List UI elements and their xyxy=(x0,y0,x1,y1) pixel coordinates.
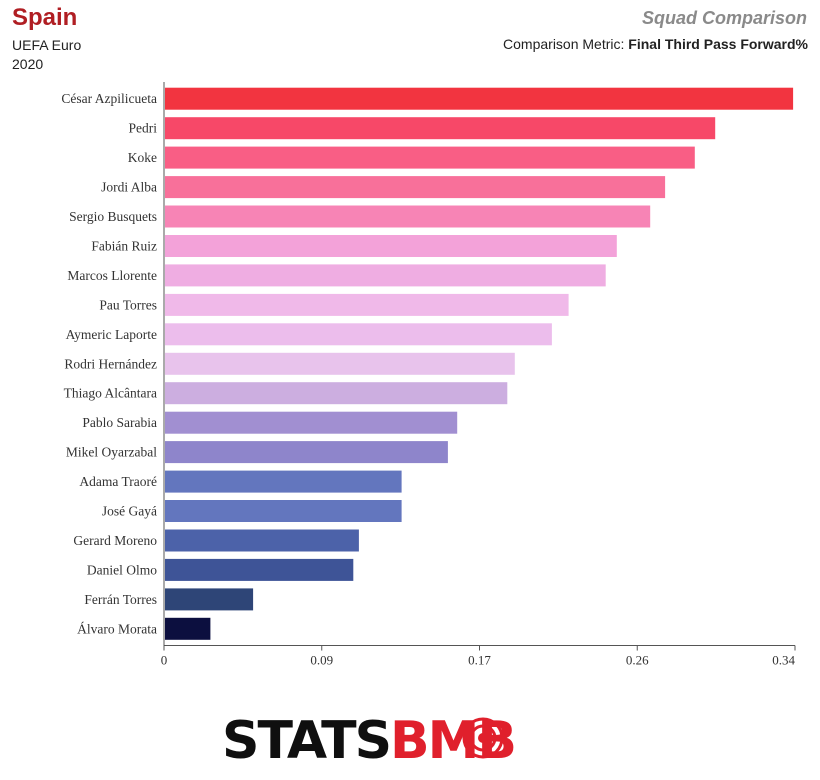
bar-12 xyxy=(165,441,448,464)
row-label-6: Marcos Llorente xyxy=(67,268,157,283)
row-label-5: Fabián Ruiz xyxy=(91,239,157,254)
bar-3 xyxy=(165,176,666,199)
metric-label: Comparison Metric: xyxy=(503,36,625,52)
competition-label: UEFA Euro xyxy=(12,37,82,53)
bar-10 xyxy=(165,382,508,405)
row-label-2: Koke xyxy=(128,150,157,165)
row-labels-group: César Azpilicueta Pedri Koke Jordi Alba Serg… xyxy=(61,91,157,636)
x-axis: 0 0.09 0.17 0.26 0.34 xyxy=(161,82,796,668)
bar-14 xyxy=(165,500,402,522)
row-label-7: Pau Torres xyxy=(99,297,157,312)
team-title: Spain xyxy=(12,4,78,31)
metric-value: Final Third Pass Forward% xyxy=(628,36,808,52)
bar-chart: César Azpilicueta Pedri Koke Jordi Alba Serg… xyxy=(61,82,796,668)
bar-13 xyxy=(165,470,402,493)
bar-7 xyxy=(165,293,569,316)
x-tick-label-3: 0.26 xyxy=(626,653,649,668)
row-label-11: Pablo Sarabia xyxy=(82,415,157,430)
bomb-target-icon xyxy=(462,717,504,759)
row-label-3: Jordi Alba xyxy=(101,180,157,195)
row-label-17: Ferrán Torres xyxy=(84,592,157,607)
x-tick-label-1: 0.09 xyxy=(310,653,333,668)
season-label: 2020 xyxy=(12,56,44,72)
row-label-10: Thiago Alcântara xyxy=(64,386,157,401)
bar-1 xyxy=(165,117,716,140)
statsbomb-logo: STATSBMB xyxy=(222,711,517,771)
bar-9 xyxy=(165,352,515,375)
row-label-18: Álvaro Morata xyxy=(77,621,157,636)
chart-heading: Squad Comparison xyxy=(641,8,807,28)
row-label-0: César Azpilicueta xyxy=(61,91,157,106)
row-label-14: José Gayá xyxy=(102,504,157,519)
logo-b: B xyxy=(390,711,428,771)
bar-17 xyxy=(165,588,254,611)
row-label-16: Daniel Olmo xyxy=(87,562,157,577)
bar-2 xyxy=(165,146,695,169)
bar-6 xyxy=(165,264,606,287)
row-label-4: Sergio Busquets xyxy=(69,209,157,224)
x-tick-label-4: 0.34 xyxy=(772,653,795,668)
bar-4 xyxy=(165,205,651,228)
bars-group xyxy=(165,87,794,640)
row-label-13: Adama Traoré xyxy=(79,474,157,489)
bar-15 xyxy=(165,529,359,552)
row-label-15: Gerard Moreno xyxy=(73,533,157,548)
x-tick-label-2: 0.17 xyxy=(468,653,491,668)
bar-16 xyxy=(165,558,354,581)
row-label-8: Aymeric Laporte xyxy=(66,327,157,342)
row-label-12: Mikel Oyarzabal xyxy=(66,445,157,460)
row-label-9: Rodri Hernández xyxy=(64,356,157,371)
bar-5 xyxy=(165,235,617,257)
bar-18 xyxy=(165,617,211,640)
logo-stats: STATS xyxy=(222,711,390,771)
x-tick-label-0: 0 xyxy=(161,653,168,668)
row-label-1: Pedri xyxy=(129,121,158,136)
bar-11 xyxy=(165,411,458,434)
bar-8 xyxy=(165,323,552,346)
bar-0 xyxy=(165,87,794,110)
metric-line: Comparison Metric: Final Third Pass Forw… xyxy=(503,36,808,52)
